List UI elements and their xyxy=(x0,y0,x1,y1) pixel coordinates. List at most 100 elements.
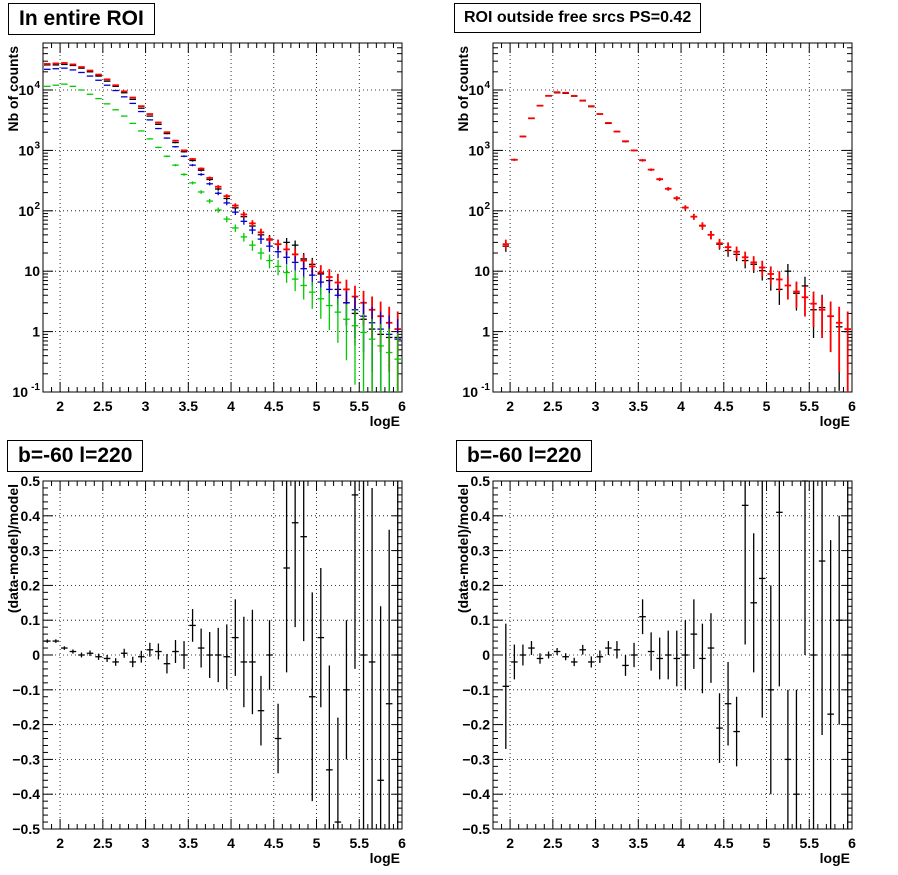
chart-title: b=-60 l=220 xyxy=(456,440,593,472)
y-tick-label: −0.1 xyxy=(462,682,490,698)
y-tick-label: 0 xyxy=(32,647,40,663)
x-tick-label: 5 xyxy=(763,398,771,414)
x-axis-label: logE xyxy=(370,850,400,866)
plot-frame xyxy=(42,42,403,393)
y-tick-label: 10 xyxy=(474,263,490,279)
chart-panel-residual-left: 2 2.5 3 3.5 4 4.5 5 5.5 6 −0.5 −0.4 −0.3 −0.2 −0.1 0 0.… xyxy=(0,437,449,875)
x-tick-label: 6 xyxy=(398,398,406,414)
x-tick-label: 2.5 xyxy=(93,835,113,851)
chart-plot-area: 2 2.5 3 3.5 4 4.5 5 5.5 6 −0.5 −0.4 −0.3 −0.2 −0.1 0 0.… xyxy=(5,473,406,866)
x-tick-label: 2 xyxy=(56,835,64,851)
chart-panel-roi-outside-free-srcs: 2 2.5 3 3.5 4 4.5 5 5.5 6 10 -1 1 10 10 2 10 3 10 4 logE Nb … xyxy=(449,0,898,437)
y-tick-label-exponent: 4 xyxy=(34,80,40,91)
x-tick-label: 4.5 xyxy=(714,398,734,414)
y-axis-label: (data-model)/model xyxy=(5,484,21,613)
y-tick-label-exponent: 3 xyxy=(484,140,490,151)
x-tick-label: 3 xyxy=(142,835,150,851)
y-tick-label: 0.5 xyxy=(21,473,41,489)
x-tick-label: 2.5 xyxy=(543,398,563,414)
x-tick-label: 4.5 xyxy=(264,398,284,414)
x-tick-label: 6 xyxy=(848,835,856,851)
x-tick-label: 3.5 xyxy=(179,835,199,851)
y-tick-label: 0.3 xyxy=(21,543,41,559)
y-tick-label: 0.4 xyxy=(21,508,41,524)
y-tick-label: 10 xyxy=(468,82,484,98)
x-tick-label: 2.5 xyxy=(543,835,563,851)
x-tick-label: 4.5 xyxy=(264,835,284,851)
y-tick-label-exponent: 2 xyxy=(34,201,40,212)
y-tick-label: 0.2 xyxy=(21,577,41,593)
x-axis-label: logE xyxy=(820,413,850,429)
chart-panel-residual-right: 2 2.5 3 3.5 4 4.5 5 5.5 6 −0.5 −0.4 −0.3 −0.2 −0.1 0 0.… xyxy=(449,437,898,875)
y-tick-label-exponent: 2 xyxy=(484,201,490,212)
x-tick-label: 5.5 xyxy=(800,835,820,851)
y-tick-label: −0.2 xyxy=(462,717,490,733)
x-tick-label: 5 xyxy=(313,835,321,851)
y-tick-label-exponent: 4 xyxy=(484,80,490,91)
x-tick-label: 3.5 xyxy=(629,398,649,414)
y-tick-label: 0.5 xyxy=(471,473,491,489)
x-tick-label: 6 xyxy=(848,398,856,414)
x-tick-label: 2 xyxy=(56,398,64,414)
y-tick-label: 1 xyxy=(32,324,40,340)
y-tick-label: 0 xyxy=(482,647,490,663)
x-tick-label: 3.5 xyxy=(179,398,199,414)
x-tick-label: 6 xyxy=(398,835,406,851)
x-tick-label: 3.5 xyxy=(629,835,649,851)
x-tick-label: 4 xyxy=(677,398,685,414)
y-tick-label: 10 xyxy=(24,263,40,279)
x-tick-label: 2.5 xyxy=(93,398,113,414)
y-tick-label-exponent: 3 xyxy=(34,140,40,151)
x-tick-label: 2 xyxy=(506,398,514,414)
x-tick-label: 4 xyxy=(227,398,235,414)
chart-title: ROI outside free srcs PS=0.42 xyxy=(454,3,702,33)
x-tick-label: 4.5 xyxy=(714,835,734,851)
x-axis-label: logE xyxy=(370,413,400,429)
y-tick-label: 0.1 xyxy=(471,612,491,628)
x-tick-label: 5.5 xyxy=(350,835,370,851)
y-axis-label: (data-model)/model xyxy=(455,484,471,613)
x-tick-label: 3 xyxy=(592,835,600,851)
y-tick-label: 10 xyxy=(18,203,34,219)
chart-panel-entire-roi: 2 2.5 3 3.5 4 4.5 5 5.5 6 10 -1 1 10 10 2 10 3 10 4 logE Nb … xyxy=(0,0,449,437)
x-axis-label: logE xyxy=(820,850,850,866)
y-tick-label: 0.4 xyxy=(471,508,491,524)
y-tick-label: 10 xyxy=(18,142,34,158)
x-tick-label: 5 xyxy=(313,398,321,414)
y-tick-label: −0.4 xyxy=(12,786,40,802)
plot-frame xyxy=(42,480,403,830)
y-axis-label: Nb of counts xyxy=(455,46,471,132)
y-tick-label: −0.3 xyxy=(462,751,490,767)
y-tick-label: 10 xyxy=(18,82,34,98)
y-tick-label: −0.5 xyxy=(12,821,40,837)
x-tick-label: 3 xyxy=(592,398,600,414)
y-tick-label: 10 xyxy=(468,142,484,158)
x-tick-label: 4 xyxy=(227,835,235,851)
y-tick-label: 10 xyxy=(462,384,478,400)
y-tick-label: 10 xyxy=(12,384,28,400)
y-tick-label: 0.3 xyxy=(471,543,491,559)
chart-title: b=-60 l=220 xyxy=(7,440,144,472)
x-tick-label: 5 xyxy=(763,835,771,851)
y-tick-label: 0.2 xyxy=(471,577,491,593)
y-tick-label: 0.1 xyxy=(21,612,41,628)
y-tick-label: −0.3 xyxy=(12,751,40,767)
x-tick-label: 5.5 xyxy=(800,398,820,414)
y-tick-label-exponent: -1 xyxy=(481,382,490,393)
y-tick-label-exponent: -1 xyxy=(31,382,40,393)
y-axis-label: Nb of counts xyxy=(5,46,21,132)
x-tick-label: 3 xyxy=(142,398,150,414)
y-tick-label: −0.5 xyxy=(462,821,490,837)
y-tick-label: −0.4 xyxy=(462,786,490,802)
y-tick-label: −0.2 xyxy=(12,717,40,733)
chart-plot-area: 2 2.5 3 3.5 4 4.5 5 5.5 6 −0.5 −0.4 −0.3 −0.2 −0.1 0 0.… xyxy=(455,473,856,866)
chart-title: In entire ROI xyxy=(8,3,155,35)
y-tick-label: −0.1 xyxy=(12,682,40,698)
x-tick-label: 2 xyxy=(506,835,514,851)
y-tick-label: 10 xyxy=(468,203,484,219)
x-tick-label: 5.5 xyxy=(350,398,370,414)
y-tick-label: 1 xyxy=(482,324,490,340)
x-tick-label: 4 xyxy=(677,835,685,851)
